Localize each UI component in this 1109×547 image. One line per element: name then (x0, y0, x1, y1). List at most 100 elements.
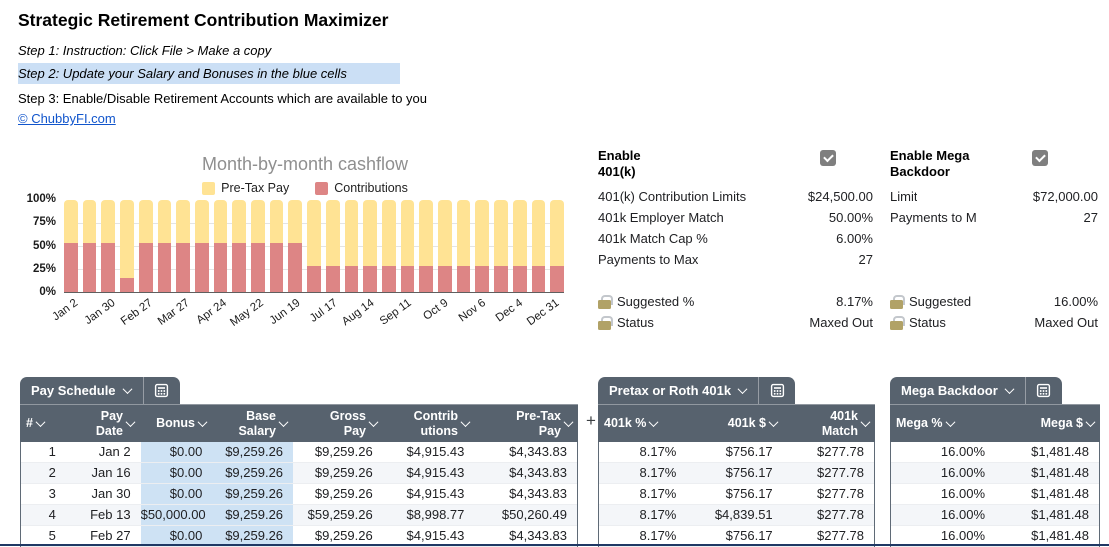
cell[interactable]: 5 (48, 528, 56, 543)
cell[interactable]: $1,481.48 (1031, 444, 1089, 459)
cell[interactable]: $50,260.49 (501, 507, 567, 522)
chevron-down-icon[interactable] (460, 417, 471, 428)
cell[interactable]: $4,915.43 (406, 444, 465, 459)
cell[interactable]: $50,000.00 (140, 505, 213, 525)
cell[interactable]: $0.00 (140, 484, 213, 504)
cell[interactable]: $756.17 (725, 528, 773, 543)
cell[interactable]: $277.78 (817, 507, 865, 522)
chevron-down-icon[interactable] (1085, 417, 1096, 428)
chevron-down-icon[interactable] (278, 417, 289, 428)
chevron-down-icon[interactable] (648, 417, 659, 428)
cell[interactable]: Jan 16 (91, 465, 131, 480)
cell[interactable]: $9,259.26 (314, 465, 373, 480)
panel-row-value[interactable]: $24,500.00 (807, 189, 873, 204)
cell[interactable]: $4,343.83 (509, 444, 567, 459)
panel-row-value[interactable]: 6.00% (836, 231, 873, 246)
cell[interactable]: $1,481.48 (1031, 507, 1089, 522)
chevron-down-icon[interactable] (860, 417, 871, 428)
cell[interactable]: $277.78 (817, 444, 865, 459)
chevron-down-icon[interactable] (35, 417, 46, 428)
cell[interactable]: $0.00 (140, 526, 213, 546)
panel-row-value[interactable]: 50.00% (828, 210, 873, 225)
cell[interactable]: 8.17% (639, 486, 677, 501)
cell[interactable]: 1 (48, 444, 56, 459)
cell[interactable]: $277.78 (817, 528, 865, 543)
pay-schedule-tab-menu[interactable]: Pay Schedule (20, 377, 143, 404)
cell[interactable]: $1,481.48 (1031, 528, 1089, 543)
cell[interactable]: 2 (48, 465, 56, 480)
cell[interactable]: $1,481.48 (1031, 465, 1089, 480)
cell[interactable]: $9,259.26 (212, 442, 294, 462)
cell[interactable]: $9,259.26 (314, 444, 373, 459)
cell[interactable]: $9,259.26 (314, 486, 373, 501)
cell[interactable]: $9,259.26 (314, 528, 373, 543)
cell[interactable]: $4,915.43 (406, 528, 465, 543)
cell[interactable]: $756.17 (725, 465, 773, 480)
calculator-icon[interactable] (144, 377, 180, 404)
chevron-down-icon[interactable] (125, 417, 136, 428)
chevron-down-icon[interactable] (368, 417, 379, 428)
cell[interactable]: $9,259.26 (212, 463, 294, 483)
cell[interactable]: Jan 30 (91, 486, 131, 501)
calculator-icon[interactable] (1026, 377, 1062, 404)
column-header[interactable]: Contrib utions (383, 405, 475, 442)
column-header[interactable]: Gross Pay (293, 405, 383, 442)
chevron-down-icon[interactable] (563, 417, 574, 428)
cell[interactable]: $4,343.83 (509, 486, 567, 501)
enable-401k-checkbox[interactable] (820, 150, 836, 166)
column-header[interactable]: Bonus (140, 405, 212, 442)
column-header[interactable]: 401k Match (783, 405, 875, 442)
cell[interactable]: 3 (48, 486, 56, 501)
chevron-down-icon[interactable] (945, 417, 955, 428)
column-header[interactable]: Mega $ (995, 405, 1100, 442)
column-header[interactable]: Pay Date (65, 405, 140, 442)
column-header[interactable]: # (20, 405, 65, 442)
cell[interactable]: $756.17 (725, 444, 773, 459)
cell[interactable]: $4,343.83 (509, 465, 567, 480)
cell[interactable]: Feb 27 (90, 528, 131, 543)
cell[interactable]: 8.17% (639, 465, 677, 480)
cell[interactable]: $4,915.43 (406, 486, 465, 501)
cell[interactable]: Jan 2 (98, 444, 131, 459)
panel-row-value[interactable]: $72,000.00 (1032, 189, 1098, 204)
panel-row-value[interactable]: 27 (858, 252, 873, 267)
column-header[interactable]: Pre-Tax Pay (475, 405, 578, 442)
chubbyfi-link[interactable]: © ChubbyFI.com (18, 111, 116, 126)
column-header[interactable]: 401k $ (686, 405, 783, 442)
cell[interactable]: $9,259.26 (212, 484, 294, 504)
add-column-button[interactable]: + (586, 411, 596, 430)
cell[interactable]: $4,915.43 (406, 465, 465, 480)
cell[interactable]: 4 (48, 507, 56, 522)
calculator-icon[interactable] (759, 377, 795, 404)
mega-tab-menu[interactable]: Mega Backdoor (890, 377, 1025, 404)
column-header[interactable]: Mega % (890, 405, 995, 442)
cell[interactable]: 16.00% (940, 528, 985, 543)
cell[interactable]: 16.00% (940, 444, 985, 459)
cell[interactable]: $277.78 (817, 465, 865, 480)
chevron-down-icon[interactable] (197, 417, 208, 428)
cell[interactable]: $0.00 (140, 442, 213, 462)
pretax-tab-menu[interactable]: Pretax or Roth 401k (598, 377, 758, 404)
cell[interactable]: $4,839.51 (714, 507, 773, 522)
column-header[interactable]: Base Salary (212, 405, 293, 442)
chevron-down-icon[interactable] (768, 417, 779, 428)
cell[interactable]: $0.00 (140, 463, 213, 483)
cell[interactable]: 16.00% (940, 465, 985, 480)
cell[interactable]: 16.00% (940, 507, 985, 522)
cell[interactable]: $9,259.26 (212, 505, 294, 525)
cell[interactable]: $4,343.83 (509, 528, 567, 543)
cell[interactable]: $8,998.77 (406, 507, 465, 522)
cell[interactable]: $277.78 (817, 486, 865, 501)
cell[interactable]: $1,481.48 (1031, 486, 1089, 501)
cell[interactable]: 16.00% (940, 486, 985, 501)
cell[interactable]: 8.17% (639, 444, 677, 459)
column-header[interactable]: 401k % (598, 405, 686, 442)
enable-mega-backdoor-checkbox[interactable] (1032, 150, 1048, 166)
cell[interactable]: 8.17% (639, 528, 677, 543)
cell[interactable]: $9,259.26 (212, 526, 294, 546)
cell[interactable]: Feb 13 (90, 507, 131, 522)
cell[interactable]: $59,259.26 (307, 507, 373, 522)
cell[interactable]: $756.17 (725, 486, 773, 501)
cell[interactable]: 8.17% (639, 507, 677, 522)
panel-row-value[interactable]: 27 (1083, 210, 1098, 225)
